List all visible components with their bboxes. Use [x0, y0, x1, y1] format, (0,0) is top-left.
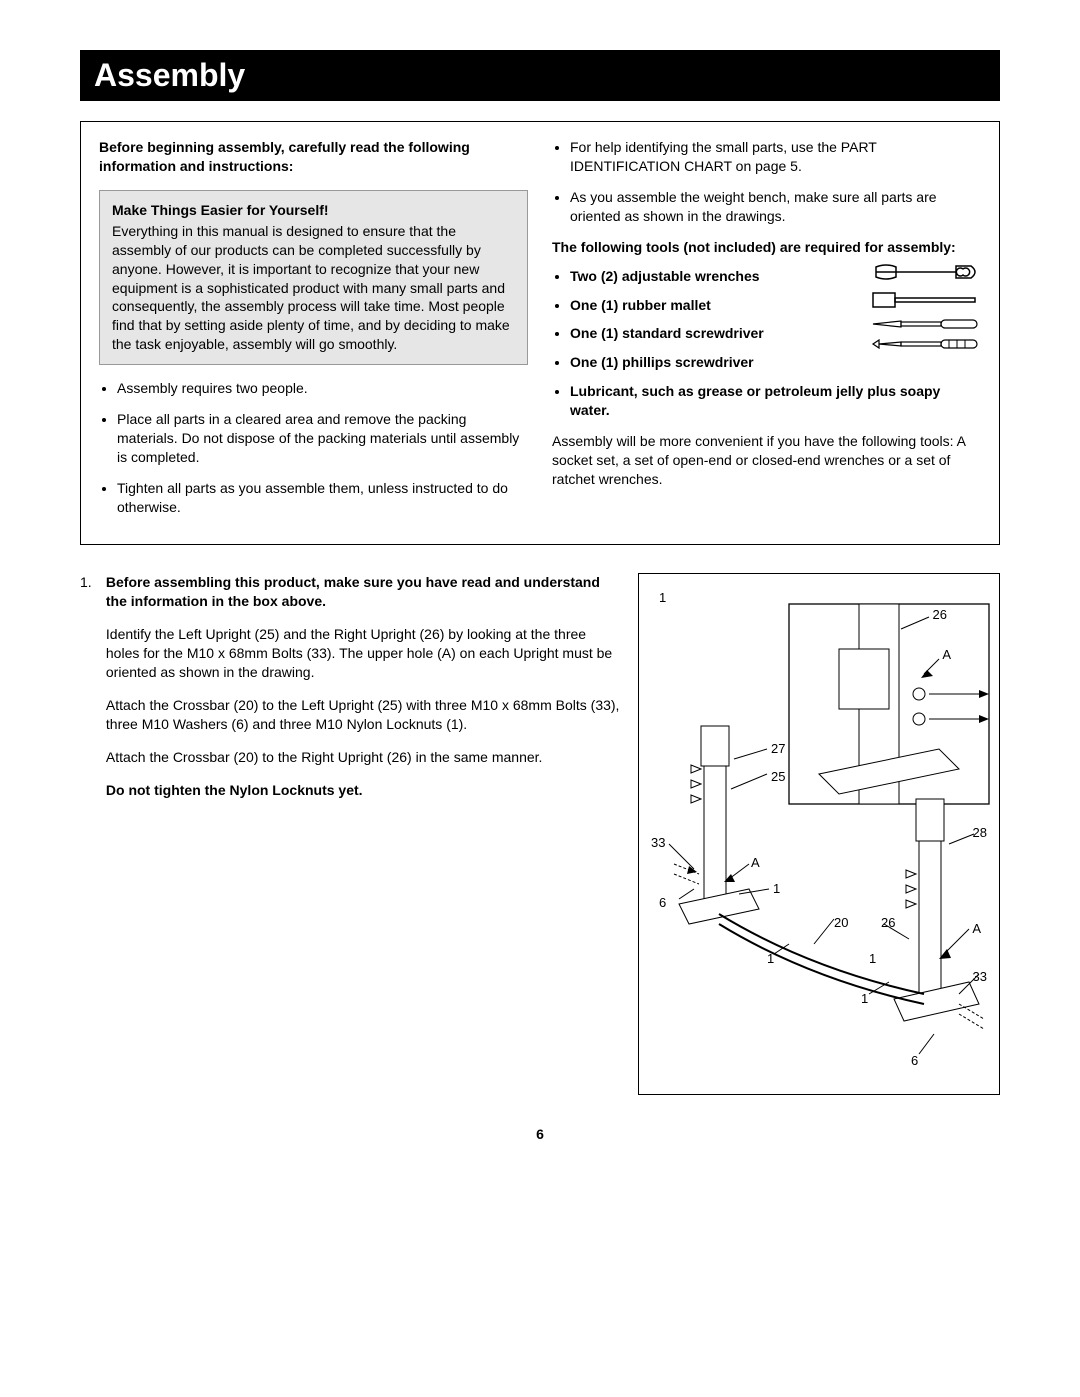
- diagram-label: 25: [771, 768, 785, 786]
- diagram-label: A: [751, 854, 760, 872]
- diagram-label: 27: [771, 740, 785, 758]
- page-title: Assembly: [80, 50, 1000, 101]
- list-item: For help identifying the small parts, us…: [570, 138, 981, 176]
- info-box: Before beginning assembly, carefully rea…: [80, 121, 1000, 545]
- diagram-label: 1: [861, 990, 868, 1008]
- list-item: Place all parts in a cleared area and re…: [117, 410, 528, 467]
- diagram-label: 28: [973, 824, 987, 842]
- wrench-icon: [871, 261, 981, 283]
- tip-box: Make Things Easier for Yourself! Everyth…: [99, 190, 528, 365]
- diagram-label: A: [972, 920, 981, 938]
- step-section: 1. Before assembling this product, make …: [80, 573, 1000, 1095]
- mallet-icon: [871, 289, 981, 311]
- tool-icons: [871, 261, 981, 357]
- diagram-label: 26: [933, 606, 947, 624]
- tip-title: Make Things Easier for Yourself!: [112, 201, 515, 220]
- right-column: For help identifying the small parts, us…: [552, 138, 981, 528]
- assembly-diagram: 1 26 A 27 25 28 33 A 6 1 20 26 A 1 1 1 3…: [638, 573, 1000, 1095]
- diagram-label: A: [942, 646, 951, 664]
- diagram-label: 33: [973, 968, 987, 986]
- phillips-screwdriver-icon: [871, 337, 981, 351]
- step-text: 1. Before assembling this product, make …: [80, 573, 620, 1095]
- diagram-label: 6: [659, 894, 666, 912]
- tools-section: Two (2) adjustable wrenches One (1) rubb…: [552, 267, 981, 420]
- diagram-label: 33: [651, 834, 665, 852]
- right-bullet-list: For help identifying the small parts, us…: [552, 138, 981, 226]
- diagram-label: 1: [659, 589, 666, 607]
- diagram-label: 1: [869, 950, 876, 968]
- tools-note: Assembly will be more convenient if you …: [552, 432, 981, 489]
- tip-body: Everything in this manual is designed to…: [112, 222, 515, 354]
- diagram-label: 1: [767, 950, 774, 968]
- diagram-label: 1: [773, 880, 780, 898]
- step-number: 1.: [80, 573, 102, 592]
- step-para-2: Attach the Crossbar (20) to the Left Upr…: [106, 696, 620, 734]
- step-para-1: Identify the Left Upright (25) and the R…: [106, 625, 620, 682]
- left-bullet-list: Assembly requires two people. Place all …: [99, 379, 528, 516]
- step-bold-1: Before assembling this product, make sur…: [106, 573, 620, 611]
- step-bold-2: Do not tighten the Nylon Locknuts yet.: [106, 781, 620, 800]
- list-item: Tighten all parts as you assemble them, …: [117, 479, 528, 517]
- step-para-3: Attach the Crossbar (20) to the Right Up…: [106, 748, 620, 767]
- page-number: 6: [80, 1125, 1000, 1144]
- tools-header: The following tools (not included) are r…: [552, 238, 981, 257]
- intro-heading: Before beginning assembly, carefully rea…: [99, 138, 528, 176]
- list-item: As you assemble the weight bench, make s…: [570, 188, 981, 226]
- diagram-label: 20: [834, 914, 848, 932]
- left-column: Before beginning assembly, carefully rea…: [99, 138, 528, 528]
- diagram-label: 26: [881, 914, 895, 932]
- flathead-screwdriver-icon: [871, 317, 981, 331]
- list-item: Assembly requires two people.: [117, 379, 528, 398]
- step-body: Before assembling this product, make sur…: [106, 573, 620, 813]
- list-item: Lubricant, such as grease or petroleum j…: [570, 382, 981, 420]
- diagram-label: 6: [911, 1052, 918, 1070]
